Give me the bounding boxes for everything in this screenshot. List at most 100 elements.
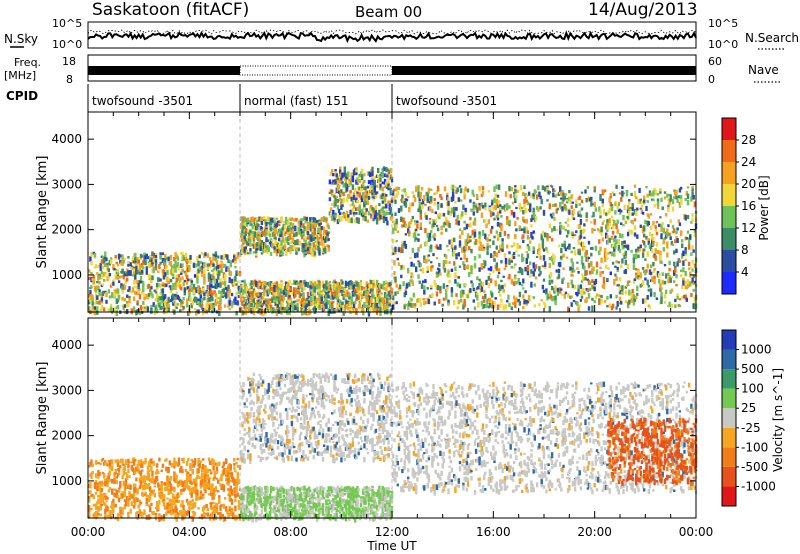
echo-cell	[413, 252, 417, 259]
echo-cell	[185, 279, 189, 285]
echo-cell	[189, 285, 192, 288]
echo-cell	[613, 278, 616, 285]
echo-cell	[611, 230, 615, 235]
echo-cell	[569, 197, 572, 204]
echo-cell	[469, 239, 472, 243]
echo-cell	[383, 294, 387, 301]
echo-cell	[679, 274, 683, 277]
echo-cell	[442, 212, 446, 217]
echo-cell	[420, 186, 424, 191]
echo-cell	[114, 503, 117, 508]
echo-cell	[455, 218, 458, 225]
echo-cell	[497, 284, 501, 290]
echo-cell	[493, 258, 496, 262]
echo-cell	[559, 230, 562, 235]
echo-cell	[301, 235, 304, 240]
echo-cell	[599, 210, 602, 215]
echo-cell	[105, 293, 108, 297]
echo-cell	[281, 309, 284, 313]
echo-cell	[389, 188, 393, 193]
echo-cell	[562, 255, 565, 258]
echo-cell	[167, 281, 170, 284]
echo-cell	[203, 292, 206, 297]
echo-cell	[679, 230, 683, 237]
echo-cell	[94, 264, 98, 269]
echo-cell	[486, 245, 489, 251]
echo-cell	[165, 266, 168, 270]
echo-cell	[667, 207, 670, 213]
echo-cell	[432, 253, 435, 257]
echo-cell	[152, 489, 155, 495]
echo-cell	[402, 265, 405, 270]
echo-cell	[411, 280, 414, 287]
echo-cell	[128, 286, 131, 292]
echo-cell	[461, 211, 464, 217]
echo-cell	[257, 295, 260, 299]
echo-cell	[360, 188, 364, 192]
colorbar-tick-label: 12	[741, 221, 756, 235]
echo-cell	[329, 171, 333, 177]
echo-cell	[227, 305, 230, 308]
echo-cell	[104, 481, 107, 485]
colorbar-tick-label: 28	[741, 133, 756, 147]
echo-cell	[313, 281, 317, 287]
echo-cell	[606, 296, 609, 300]
echo-cell	[417, 260, 420, 263]
echo-cell	[594, 278, 598, 285]
echo-cell	[218, 290, 221, 294]
echo-cell	[120, 509, 123, 515]
echo-cell	[586, 185, 589, 189]
echo-cell	[107, 489, 110, 493]
echo-cell	[487, 219, 490, 225]
echo-cell	[453, 206, 456, 213]
echo-cell	[411, 191, 414, 194]
echo-cell	[278, 299, 281, 305]
echo-cell	[128, 491, 131, 494]
echo-cell	[603, 257, 607, 263]
echo-cell	[383, 300, 387, 304]
echo-cell	[159, 278, 162, 282]
echo-cell	[582, 241, 585, 248]
echo-cell	[421, 298, 425, 301]
echo-cell	[585, 198, 588, 203]
echo-cell	[94, 459, 98, 465]
echo-cell	[348, 293, 351, 297]
echo-cell	[454, 272, 457, 278]
echo-cell	[351, 178, 355, 183]
echo-cell	[559, 202, 562, 208]
echo-cell	[250, 280, 253, 286]
echo-cell	[106, 264, 109, 268]
echo-cell	[522, 257, 525, 262]
echo-cell	[279, 228, 282, 232]
echo-cell	[147, 283, 151, 289]
echo-cell	[495, 252, 498, 258]
echo-cell	[415, 266, 418, 273]
echo-cell	[98, 300, 101, 305]
echo-cell	[164, 253, 167, 259]
echo-cell	[88, 276, 91, 281]
echo-cell	[307, 300, 311, 307]
echo-cell	[296, 289, 299, 294]
echo-cell	[104, 483, 107, 487]
echo-cell	[152, 511, 155, 516]
echo-cell	[100, 270, 104, 275]
echo-cell	[172, 293, 175, 299]
echo-cell	[211, 292, 214, 297]
echo-cell	[320, 236, 323, 243]
echo-cell	[96, 482, 99, 489]
echo-cell	[200, 270, 204, 274]
echo-cell	[628, 201, 631, 205]
echo-cell	[503, 267, 507, 271]
echo-cell	[410, 302, 413, 308]
echo-cell	[514, 200, 517, 203]
echo-cell	[468, 238, 471, 241]
echo-cell	[507, 294, 510, 300]
echo-cell	[553, 255, 556, 261]
echo-cell	[379, 304, 382, 309]
echo-cell	[417, 233, 420, 236]
echo-cell	[151, 470, 154, 476]
echo-cell	[357, 289, 360, 296]
echo-cell	[443, 268, 447, 273]
echo-cell	[506, 216, 509, 220]
echo-cell	[512, 194, 516, 198]
